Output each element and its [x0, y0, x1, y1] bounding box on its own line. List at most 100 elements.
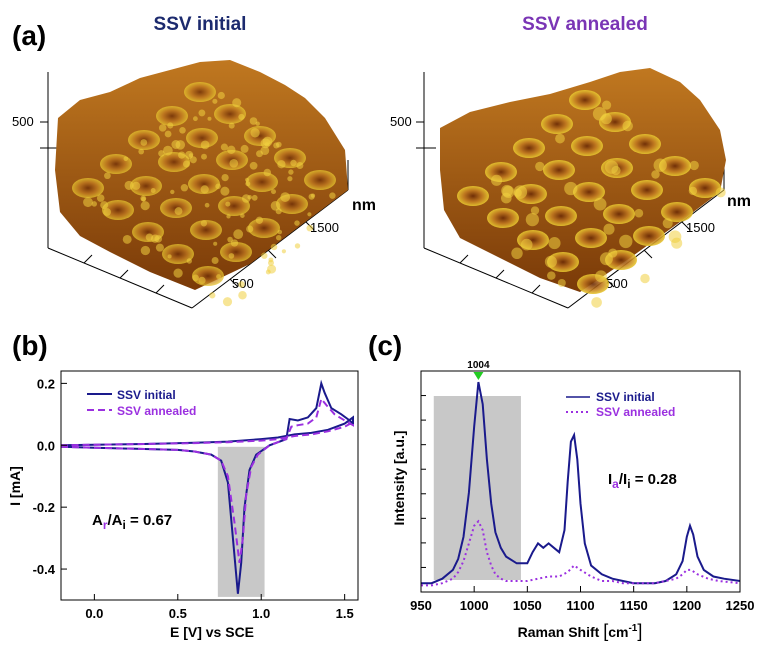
afm-peak: [296, 162, 304, 169]
afm-peak: [602, 100, 612, 110]
afm-peak: [192, 116, 198, 122]
afm-peak: [100, 201, 109, 210]
afm-peak: [179, 127, 186, 134]
afm-peak: [591, 297, 602, 308]
afm-peak: [212, 98, 218, 104]
afm-peak: [238, 290, 247, 300]
chart-c: 950 1000 1050 1100 1150 1200 1250 1004 Intensi…: [391, 360, 754, 641]
afm-pit: [569, 90, 601, 110]
afm-peak: [671, 237, 683, 249]
afm-peak: [273, 142, 280, 149]
afm-peak: [564, 181, 578, 196]
afm-peak: [306, 224, 314, 232]
afm-annealed-title: SSV annealed: [522, 14, 648, 35]
afm-pit: [575, 228, 607, 248]
afm-peak: [240, 213, 245, 218]
afm-peak: [221, 173, 229, 182]
afm-peak: [275, 234, 282, 241]
afm-peak: [246, 225, 254, 233]
afm-peak: [270, 189, 277, 195]
afm-peak: [622, 120, 633, 132]
afm-peak: [249, 161, 258, 170]
afm-peak: [189, 156, 197, 164]
afm-peak: [140, 195, 147, 202]
afm-peak: [294, 243, 301, 249]
chart-c-peak-marker: [473, 372, 484, 381]
afm-initial-title: SSV initial: [154, 14, 247, 35]
afm-pit: [186, 128, 218, 148]
afm-peak: [213, 241, 218, 246]
afm-peak: [140, 245, 151, 256]
afm-pit: [72, 178, 104, 198]
x-tick-label: 1100: [566, 598, 594, 613]
afm-annealed-axis-unit: nm: [727, 193, 751, 210]
afm-peak: [122, 234, 132, 244]
afm-peak: [281, 249, 287, 254]
afm-peak: [132, 181, 141, 190]
afm-peak: [544, 255, 557, 268]
afm-peak: [604, 160, 619, 174]
afm-peak: [547, 271, 556, 280]
afm-peak: [198, 276, 206, 285]
afm-pit: [633, 226, 665, 246]
afm-peak: [592, 107, 607, 121]
afm-peak: [192, 274, 199, 282]
afm-peak: [548, 237, 561, 250]
afm-peak: [245, 181, 251, 187]
afm-pit: [629, 134, 661, 154]
chart-c-series-initial: [421, 381, 740, 585]
afm-peak: [174, 207, 183, 216]
afm-peak: [599, 252, 613, 266]
afm-pit: [246, 172, 278, 192]
afm-peak: [91, 201, 98, 207]
afm-peak: [226, 214, 231, 219]
afm-pit: [218, 196, 250, 216]
afm-peak: [178, 151, 186, 159]
x-tick-label: 950: [410, 598, 432, 613]
afm-peak: [270, 243, 278, 251]
x-tick-label: 1.5: [336, 606, 354, 621]
afm-peak: [520, 238, 533, 251]
afm-peak: [225, 201, 231, 207]
afm-pit: [631, 180, 663, 200]
afm-peak: [287, 176, 293, 182]
afm-peak: [265, 269, 271, 275]
afm-peak: [500, 192, 512, 204]
afm-pit: [541, 114, 573, 134]
y-tick-label: 0.2: [37, 376, 55, 391]
afm-peak: [689, 160, 699, 171]
afm-peak: [329, 192, 336, 199]
afm-peak: [280, 192, 291, 202]
afm-pit: [545, 206, 577, 226]
afm-peak: [229, 158, 239, 168]
afm-pit: [248, 218, 280, 238]
afm-peak: [188, 153, 193, 158]
afm-peak: [270, 201, 281, 211]
chart-c-series-annealed: [421, 519, 740, 587]
afm-peak: [245, 177, 250, 182]
afm-pit: [184, 82, 216, 102]
afm-peak: [249, 117, 258, 125]
afm-pit: [457, 186, 489, 206]
afm-peak: [227, 145, 236, 154]
afm-peak: [662, 218, 673, 229]
afm-peak: [163, 145, 173, 156]
afm-peak: [216, 274, 222, 280]
afm-pit: [513, 138, 545, 158]
afm-peak: [228, 253, 235, 259]
afm-peak: [175, 140, 186, 150]
afm-peak: [294, 220, 300, 226]
afm-pit: [102, 200, 134, 220]
afm-peak: [290, 159, 297, 167]
afm-peak: [215, 183, 221, 190]
afm-peak: [651, 170, 660, 179]
afm-peak: [288, 169, 294, 175]
afm-peak: [173, 268, 183, 278]
afm-peak: [103, 208, 111, 216]
afm-peak: [220, 186, 230, 196]
x-tick-label: 1250: [726, 598, 755, 613]
afm-peak: [155, 243, 164, 252]
afm-peak: [603, 223, 615, 235]
afm-peak: [140, 201, 150, 211]
